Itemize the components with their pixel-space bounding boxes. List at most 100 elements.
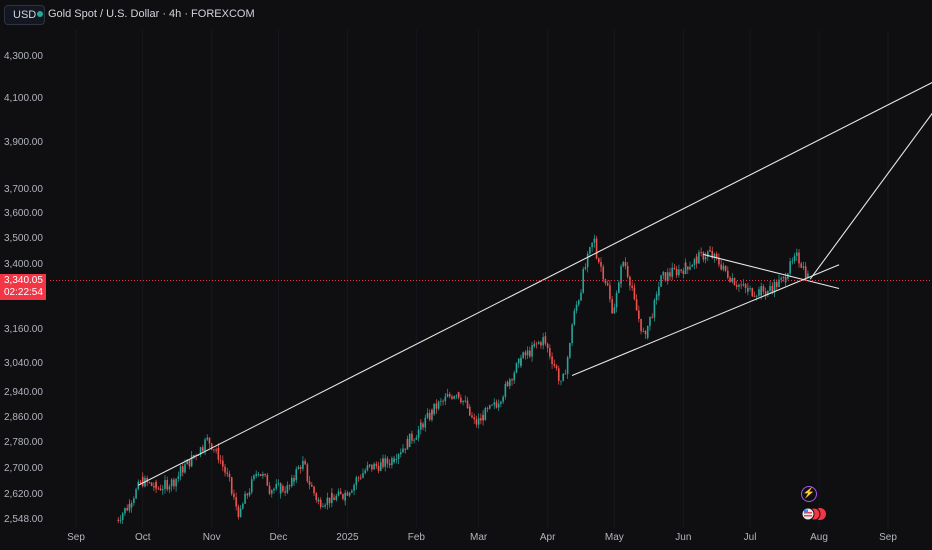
candle: [153, 482, 155, 491]
candle: [468, 406, 471, 417]
candle: [379, 458, 382, 472]
candle: [800, 261, 803, 269]
candle: [662, 270, 665, 280]
candle: [602, 264, 605, 283]
candle: [248, 488, 251, 497]
current-price: 3,340.05: [4, 275, 43, 286]
candle: [233, 489, 235, 500]
grid: [75, 30, 889, 528]
candle: [731, 272, 734, 284]
candle: [802, 261, 805, 271]
candle: [480, 413, 482, 425]
candle: [290, 474, 293, 488]
candle: [680, 269, 682, 273]
symbol-title: Gold Spot / U.S. Dollar · 4h · FOREXCOM: [48, 8, 255, 20]
candle: [326, 492, 329, 510]
candle: [239, 505, 242, 518]
candle: [544, 332, 547, 346]
candle: [346, 490, 349, 497]
candle: [604, 278, 607, 286]
currency-button[interactable]: USD: [4, 5, 46, 25]
candle: [117, 517, 120, 524]
candle: [284, 486, 286, 496]
candle: [161, 484, 164, 495]
candle: [655, 291, 658, 305]
candle: [348, 491, 351, 498]
candle: [179, 472, 182, 481]
candle: [769, 280, 771, 295]
candle: [337, 488, 340, 497]
candle: [428, 409, 431, 422]
trendline[interactable]: [703, 253, 840, 290]
candle: [675, 265, 678, 278]
candle: [642, 327, 645, 333]
candle: [228, 470, 231, 482]
candle: [333, 494, 335, 501]
candle: [366, 461, 369, 472]
candle: [204, 437, 206, 456]
market-status-icon: [37, 11, 43, 17]
candle: [351, 488, 353, 494]
candle: [393, 457, 395, 464]
candle: [511, 378, 513, 386]
candle: [126, 504, 128, 512]
candle: [364, 468, 367, 475]
candle: [148, 481, 151, 484]
candle: [159, 484, 162, 491]
candle: [395, 453, 398, 464]
candle: [509, 377, 511, 390]
trendline[interactable]: [809, 95, 932, 280]
candle: [235, 492, 237, 511]
candle: [618, 280, 620, 294]
candle: [462, 400, 464, 406]
us-flag-icon[interactable]: [800, 507, 828, 521]
candle: [170, 478, 173, 492]
candle: [155, 479, 157, 493]
candle: [557, 373, 560, 385]
candle: [415, 434, 418, 440]
candle: [693, 257, 696, 270]
lightning-icon[interactable]: ⚡: [801, 486, 817, 502]
candle: [157, 486, 160, 490]
candle: [758, 286, 760, 299]
candle: [702, 251, 705, 263]
candle: [649, 316, 651, 331]
candle: [353, 483, 355, 496]
candle: [653, 298, 656, 322]
candle: [586, 251, 589, 273]
candle: [500, 400, 502, 408]
trendline[interactable]: [571, 264, 840, 377]
candle: [560, 380, 562, 386]
candle: [299, 465, 302, 474]
price-tick-label: 3,900.00: [4, 137, 43, 149]
price-tick-label: 3,400.00: [4, 258, 43, 270]
price-tick-label: 2,700.00: [4, 462, 43, 474]
candle: [684, 261, 687, 270]
candle: [288, 484, 291, 490]
candle: [738, 283, 740, 292]
candle: [575, 300, 578, 314]
candle: [727, 266, 729, 280]
trendlines[interactable]: [138, 78, 932, 486]
candle: [484, 406, 487, 421]
candle: [753, 291, 756, 298]
candle: [475, 415, 478, 428]
candle: [373, 462, 375, 470]
time-tick-label: Mar: [470, 532, 488, 543]
candle: [660, 275, 662, 287]
candle: [795, 248, 798, 261]
trendline[interactable]: [138, 78, 932, 486]
candle: [304, 458, 306, 465]
candle: [279, 482, 282, 499]
candle: [133, 496, 135, 506]
candle: [626, 262, 629, 279]
candle: [173, 477, 175, 490]
candle: [600, 257, 602, 272]
candle: [700, 247, 702, 257]
candle: [606, 280, 609, 287]
candle: [698, 249, 700, 264]
candle: [689, 261, 691, 271]
candle: [533, 343, 536, 349]
candle: [181, 462, 184, 477]
